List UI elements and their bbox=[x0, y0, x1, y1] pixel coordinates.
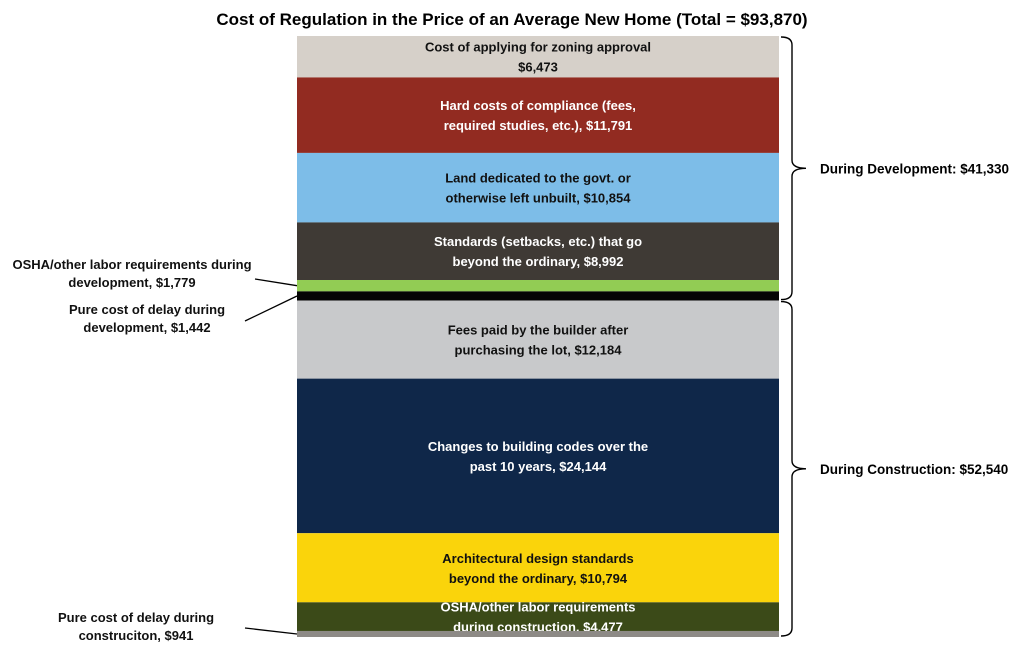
group-label: During Construction: $52,540 bbox=[820, 462, 1008, 477]
callout-label: Pure cost of delay during bbox=[69, 302, 225, 317]
chart-title: Cost of Regulation in the Price of an Av… bbox=[216, 10, 807, 29]
segment-label: Architectural design standards bbox=[442, 551, 633, 566]
segment-label: Changes to building codes over the bbox=[428, 439, 648, 454]
bar-segment-6 bbox=[297, 291, 779, 301]
segment-label: Standards (setbacks, etc.) that go bbox=[434, 234, 642, 249]
callout-label: OSHA/other labor requirements during bbox=[12, 257, 251, 272]
bar-segment-7 bbox=[297, 300, 779, 379]
callout-label: Pure cost of delay during bbox=[58, 610, 214, 625]
stacked-bar: Cost of applying for zoning approval $6,4… bbox=[297, 36, 779, 637]
leader-line bbox=[254, 278, 298, 287]
callout-label: development, $1,779 bbox=[68, 275, 195, 290]
bar-segment-8 bbox=[297, 378, 779, 534]
segment-label: purchasing the lot, $12,184 bbox=[455, 343, 623, 358]
bar-segment-3 bbox=[297, 152, 779, 223]
leader-line bbox=[244, 295, 298, 322]
bar-segment-4 bbox=[297, 222, 779, 280]
bar-segment-11 bbox=[297, 630, 779, 637]
segment-label: required studies, etc.), $11,791 bbox=[444, 118, 633, 133]
group-bracket bbox=[780, 36, 807, 301]
segment-label: beyond the ordinary, $8,992 bbox=[453, 254, 624, 269]
callout-label: construciton, $941 bbox=[79, 628, 194, 643]
segment-label: OSHA/other labor requirements bbox=[440, 600, 635, 615]
segment-label: during construction, $4,477 bbox=[453, 620, 623, 635]
group-brackets: During Development: $41,330 During Constr… bbox=[780, 36, 1009, 637]
segment-label: beyond the ordinary, $10,794 bbox=[449, 571, 628, 586]
bar-segment-9 bbox=[297, 533, 779, 603]
bar-segment-5 bbox=[297, 280, 779, 292]
segment-label: past 10 years, $24,144 bbox=[470, 459, 607, 474]
segment-label: Cost of applying for zoning approval bbox=[425, 40, 651, 55]
segment-label: $6,473 bbox=[518, 60, 558, 75]
segment-label: otherwise left unbuilt, $10,854 bbox=[446, 191, 632, 206]
callout-labels: OSHA/other labor requirements during deve… bbox=[12, 257, 298, 643]
segment-label: Hard costs of compliance (fees, bbox=[440, 98, 636, 113]
group-label: During Development: $41,330 bbox=[820, 161, 1009, 176]
bar-segment-1 bbox=[297, 36, 779, 78]
bar-segment-2 bbox=[297, 77, 779, 153]
segment-label: Fees paid by the builder after bbox=[448, 323, 629, 338]
group-bracket bbox=[780, 300, 807, 637]
segment-label: Land dedicated to the govt. or bbox=[445, 171, 631, 186]
bar-segment-10 bbox=[297, 602, 779, 631]
leader-line bbox=[244, 627, 298, 635]
callout-label: development, $1,442 bbox=[83, 320, 210, 335]
